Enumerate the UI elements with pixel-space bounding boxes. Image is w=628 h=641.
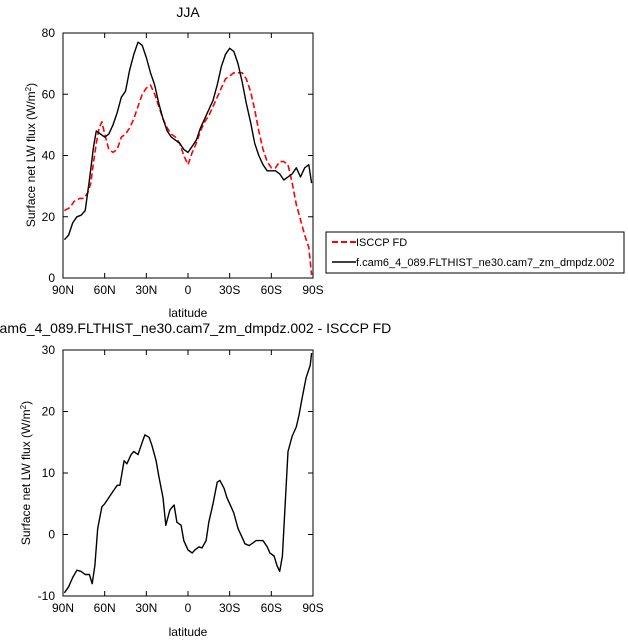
bottom-x-tick-label: 30S	[219, 601, 240, 615]
bottom-y-tick-label: 30	[42, 343, 56, 357]
top-series-line-1	[63, 41, 313, 241]
top-panel: JJA 90N 60N 30N 0 30S 60S 90S 0 20 40 60 80 latitu…	[24, 4, 625, 320]
bottom-series-line-0	[63, 353, 313, 594]
bottom-panel: f.cam6_4_089.FLTHIST_ne30.cam7_zm_dmpdz.…	[0, 320, 391, 639]
bottom-x-axis-label: latitude	[169, 625, 208, 639]
top-y-tick-label: 80	[42, 26, 56, 40]
top-x-tick-label: 90N	[52, 283, 74, 297]
top-y-tick-label: 0	[48, 271, 55, 285]
bottom-x-tick-label: 30N	[135, 601, 157, 615]
bottom-y-axis-label-sup: 2	[19, 404, 28, 409]
bottom-y-tick-label: 20	[42, 405, 56, 419]
top-x-tick-label: 30N	[135, 283, 157, 297]
top-series-lines	[63, 41, 313, 275]
legend-label-cam: f.cam6_4_089.FLTHIST_ne30.cam7_zm_dmpdz.…	[356, 257, 614, 269]
bottom-y-tick-label: 10	[42, 466, 56, 480]
bottom-y-axis-label-close: )	[19, 401, 33, 405]
top-y-axis-label-sup: 2	[24, 86, 33, 91]
top-y-tick-label: 20	[42, 210, 56, 224]
top-x-tick-label: 90S	[302, 283, 323, 297]
legend: ISCCP FD f.cam6_4_089.FLTHIST_ne30.cam7_…	[325, 231, 625, 274]
top-x-tick-label: 0	[185, 283, 192, 297]
bottom-x-tick-label: 60N	[94, 601, 116, 615]
top-chart-title: JJA	[176, 4, 200, 20]
bottom-series-lines	[63, 353, 313, 594]
bottom-y-tick-label: -10	[38, 589, 56, 603]
bottom-x-tick-label: 60S	[261, 601, 282, 615]
top-y-axis: 0 20 40 60 80	[42, 26, 313, 285]
bottom-y-axis: -10 0 10 20 30	[38, 343, 313, 603]
bottom-x-axis: 90N 60N 30N 0 30S 60S 90S	[52, 350, 324, 615]
top-y-axis-label-close: )	[24, 83, 38, 87]
top-x-axis-label: latitude	[169, 306, 208, 320]
bottom-x-tick-label: 0	[185, 601, 192, 615]
bottom-x-tick-label: 90N	[52, 601, 74, 615]
bottom-x-tick-label: 90S	[302, 601, 323, 615]
top-y-axis-label: Surface net LW flux (W/m2)	[24, 83, 38, 227]
top-y-tick-label: 60	[42, 87, 56, 101]
bottom-chart-title: f.cam6_4_089.FLTHIST_ne30.cam7_zm_dmpdz.…	[0, 320, 391, 336]
legend-label-isccp: ISCCP FD	[356, 237, 407, 249]
top-y-tick-label: 40	[42, 149, 56, 163]
legend-box	[325, 231, 625, 274]
bottom-y-axis-label: Surface net LW flux (W/m2)	[19, 401, 33, 545]
top-x-axis: 90N 60N 30N 0 30S 60S 90S	[52, 33, 324, 297]
top-y-axis-label-main: Surface net LW flux (W/m	[24, 91, 38, 227]
top-x-tick-label: 30S	[219, 283, 240, 297]
top-x-tick-label: 60N	[94, 283, 116, 297]
bottom-y-axis-label-main: Surface net LW flux (W/m	[19, 409, 33, 545]
top-series-line-0	[64, 72, 313, 275]
bottom-y-tick-label: 0	[48, 528, 55, 542]
top-plot-frame	[62, 32, 314, 279]
top-x-tick-label: 60S	[261, 283, 282, 297]
